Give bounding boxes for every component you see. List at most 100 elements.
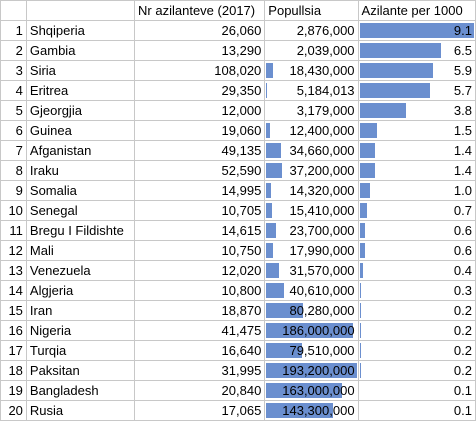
asylum-rate-cell[interactable]: 0.6	[357, 240, 476, 261]
country-cell[interactable]: Algjeria	[25, 280, 136, 301]
asylum-rate-cell[interactable]: 9.1	[357, 20, 476, 41]
country-cell[interactable]: Afganistan	[25, 140, 136, 161]
country-cell[interactable]: Senegal	[25, 200, 136, 221]
population-cell[interactable]: 15,410,000	[264, 200, 359, 221]
population-cell[interactable]: 34,660,000	[264, 140, 359, 161]
asylum-count-cell[interactable]: 10,705	[134, 200, 266, 221]
rank-cell[interactable]: 5	[0, 100, 27, 121]
rank-cell[interactable]: 2	[0, 40, 27, 61]
country-cell[interactable]: Iran	[25, 300, 136, 321]
population-cell[interactable]: 5,184,013	[264, 80, 359, 101]
rank-cell[interactable]: 20	[0, 400, 27, 421]
asylum-rate-cell[interactable]: 5.9	[357, 60, 476, 81]
population-cell[interactable]: 193,200,000	[264, 360, 359, 381]
population-cell[interactable]: 143,300,000	[264, 400, 359, 421]
asylum-count-cell[interactable]: 108,020	[134, 60, 266, 81]
country-cell[interactable]: Nigeria	[25, 320, 136, 341]
asylum-count-cell[interactable]: 14,995	[134, 180, 266, 201]
country-cell[interactable]: Guinea	[25, 120, 136, 141]
asylum-rate-cell[interactable]: 3.8	[357, 100, 476, 121]
asylum-rate-cell[interactable]: 0.6	[357, 220, 476, 241]
rank-cell[interactable]: 4	[0, 80, 27, 101]
asylum-rate-cell[interactable]: 0.1	[357, 380, 476, 401]
asylum-rate-cell[interactable]: 1.4	[357, 160, 476, 181]
rank-cell[interactable]: 8	[0, 160, 27, 181]
country-cell[interactable]: Bangladesh	[25, 380, 136, 401]
population-cell[interactable]: 31,570,000	[264, 260, 359, 281]
country-cell[interactable]: Shqiperia	[25, 20, 136, 41]
rank-cell[interactable]: 9	[0, 180, 27, 201]
country-cell[interactable]: Venezuela	[25, 260, 136, 281]
asylum-count-cell[interactable]: 41,475	[134, 320, 266, 341]
asylum-rate-cell[interactable]: 0.2	[357, 340, 476, 361]
header-asylum-per-1000[interactable]: Azilante per 1000	[357, 0, 476, 21]
rank-cell[interactable]: 12	[0, 240, 27, 261]
population-cell[interactable]: 2,876,000	[264, 20, 359, 41]
country-cell[interactable]: Iraku	[25, 160, 136, 181]
asylum-rate-cell[interactable]: 0.3	[357, 280, 476, 301]
rank-cell[interactable]: 10	[0, 200, 27, 221]
country-cell[interactable]: Turqia	[25, 340, 136, 361]
header-population[interactable]: Popullsia	[264, 0, 359, 21]
rank-cell[interactable]: 17	[0, 340, 27, 361]
asylum-rate-cell[interactable]: 1.0	[357, 180, 476, 201]
rank-cell[interactable]: 3	[0, 60, 27, 81]
asylum-count-cell[interactable]: 20,840	[134, 380, 266, 401]
header-asylum-seekers[interactable]: Nr azilanteve (2017)	[134, 0, 266, 21]
country-cell[interactable]: Rusia	[25, 400, 136, 421]
asylum-rate-cell[interactable]: 0.2	[357, 360, 476, 381]
asylum-count-cell[interactable]: 14,615	[134, 220, 266, 241]
population-cell[interactable]: 23,700,000	[264, 220, 359, 241]
asylum-rate-cell[interactable]: 0.2	[357, 320, 476, 341]
asylum-count-cell[interactable]: 19,060	[134, 120, 266, 141]
asylum-rate-cell[interactable]: 5.7	[357, 80, 476, 101]
country-cell[interactable]: Siria	[25, 60, 136, 81]
asylum-count-cell[interactable]: 29,350	[134, 80, 266, 101]
population-cell[interactable]: 2,039,000	[264, 40, 359, 61]
population-cell[interactable]: 79,510,000	[264, 340, 359, 361]
asylum-count-cell[interactable]: 12,000	[134, 100, 266, 121]
country-cell[interactable]: Eritrea	[25, 80, 136, 101]
population-cell[interactable]: 186,000,000	[264, 320, 359, 341]
asylum-count-cell[interactable]: 31,995	[134, 360, 266, 381]
asylum-rate-cell[interactable]: 0.7	[357, 200, 476, 221]
asylum-count-cell[interactable]: 17,065	[134, 400, 266, 421]
population-cell[interactable]: 37,200,000	[264, 160, 359, 181]
asylum-rate-cell[interactable]: 1.5	[357, 120, 476, 141]
population-cell[interactable]: 17,990,000	[264, 240, 359, 261]
rank-cell[interactable]: 16	[0, 320, 27, 341]
asylum-count-cell[interactable]: 26,060	[134, 20, 266, 41]
asylum-count-cell[interactable]: 49,135	[134, 140, 266, 161]
asylum-rate-cell[interactable]: 0.1	[357, 400, 476, 421]
country-cell[interactable]: Gambia	[25, 40, 136, 61]
country-cell[interactable]: Mali	[25, 240, 136, 261]
asylum-count-cell[interactable]: 16,640	[134, 340, 266, 361]
rank-cell[interactable]: 13	[0, 260, 27, 281]
asylum-count-cell[interactable]: 10,750	[134, 240, 266, 261]
asylum-rate-cell[interactable]: 0.4	[357, 260, 476, 281]
rank-cell[interactable]: 7	[0, 140, 27, 161]
asylum-rate-cell[interactable]: 1.4	[357, 140, 476, 161]
population-cell[interactable]: 40,610,000	[264, 280, 359, 301]
rank-cell[interactable]: 19	[0, 380, 27, 401]
header-blank-cell[interactable]	[25, 0, 136, 21]
country-cell[interactable]: Paksitan	[25, 360, 136, 381]
rank-cell[interactable]: 6	[0, 120, 27, 141]
population-cell[interactable]: 163,000,000	[264, 380, 359, 401]
population-cell[interactable]: 80,280,000	[264, 300, 359, 321]
country-cell[interactable]: Gjeorgjia	[25, 100, 136, 121]
asylum-count-cell[interactable]: 18,870	[134, 300, 266, 321]
rank-cell[interactable]: 15	[0, 300, 27, 321]
rank-cell[interactable]: 11	[0, 220, 27, 241]
country-cell[interactable]: Somalia	[25, 180, 136, 201]
population-cell[interactable]: 3,179,000	[264, 100, 359, 121]
population-cell[interactable]: 18,430,000	[264, 60, 359, 81]
header-blank-cell[interactable]	[0, 0, 27, 21]
asylum-count-cell[interactable]: 12,020	[134, 260, 266, 281]
asylum-count-cell[interactable]: 13,290	[134, 40, 266, 61]
asylum-count-cell[interactable]: 52,590	[134, 160, 266, 181]
population-cell[interactable]: 14,320,000	[264, 180, 359, 201]
rank-cell[interactable]: 1	[0, 20, 27, 41]
asylum-count-cell[interactable]: 10,800	[134, 280, 266, 301]
country-cell[interactable]: Bregu I Fildishte	[25, 220, 136, 241]
